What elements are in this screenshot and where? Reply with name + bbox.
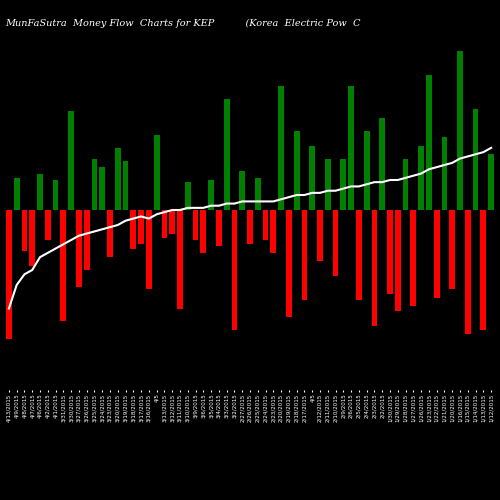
Bar — [84, 210, 89, 270]
Bar — [286, 210, 292, 317]
Bar — [60, 210, 66, 322]
Bar — [92, 158, 98, 210]
Bar — [208, 180, 214, 210]
Bar — [192, 210, 198, 240]
Bar — [232, 210, 237, 330]
Bar — [426, 75, 432, 210]
Bar — [262, 210, 268, 240]
Bar — [138, 210, 144, 244]
Bar — [387, 210, 393, 294]
Bar — [154, 135, 160, 210]
Bar — [380, 118, 385, 210]
Bar — [488, 154, 494, 210]
Bar — [146, 210, 152, 290]
Bar — [302, 210, 308, 300]
Bar — [76, 210, 82, 287]
Bar — [170, 210, 175, 234]
Bar — [294, 130, 300, 210]
Bar — [224, 98, 230, 210]
Bar — [185, 182, 190, 210]
Bar — [395, 210, 400, 310]
Bar — [372, 210, 378, 326]
Bar — [30, 210, 35, 266]
Bar — [6, 210, 12, 338]
Bar — [14, 178, 20, 210]
Bar — [410, 210, 416, 306]
Bar — [162, 210, 168, 238]
Bar — [247, 210, 253, 244]
Bar — [270, 210, 276, 253]
Bar — [472, 110, 478, 210]
Bar — [418, 146, 424, 210]
Bar — [107, 210, 113, 257]
Bar — [216, 210, 222, 246]
Bar — [52, 180, 59, 210]
Bar — [200, 210, 206, 253]
Bar — [465, 210, 470, 334]
Bar — [240, 172, 245, 210]
Bar — [255, 178, 260, 210]
Text: MunFaSutra  Money Flow  Charts for KEP          (Korea  Electric Pow  C: MunFaSutra Money Flow Charts for KEP (Ko… — [5, 18, 360, 28]
Bar — [402, 158, 408, 210]
Bar — [278, 86, 284, 210]
Bar — [45, 210, 51, 240]
Bar — [356, 210, 362, 300]
Bar — [115, 148, 120, 210]
Bar — [480, 210, 486, 330]
Bar — [177, 210, 183, 308]
Bar — [122, 160, 128, 210]
Bar — [348, 86, 354, 210]
Bar — [340, 158, 346, 210]
Bar — [37, 174, 43, 210]
Bar — [310, 146, 315, 210]
Bar — [442, 137, 448, 210]
Bar — [68, 112, 74, 210]
Bar — [317, 210, 323, 262]
Bar — [364, 130, 370, 210]
Bar — [434, 210, 440, 298]
Bar — [325, 158, 330, 210]
Bar — [457, 52, 463, 210]
Bar — [332, 210, 338, 276]
Bar — [22, 210, 28, 250]
Bar — [100, 167, 105, 210]
Bar — [450, 210, 455, 290]
Bar — [130, 210, 136, 248]
